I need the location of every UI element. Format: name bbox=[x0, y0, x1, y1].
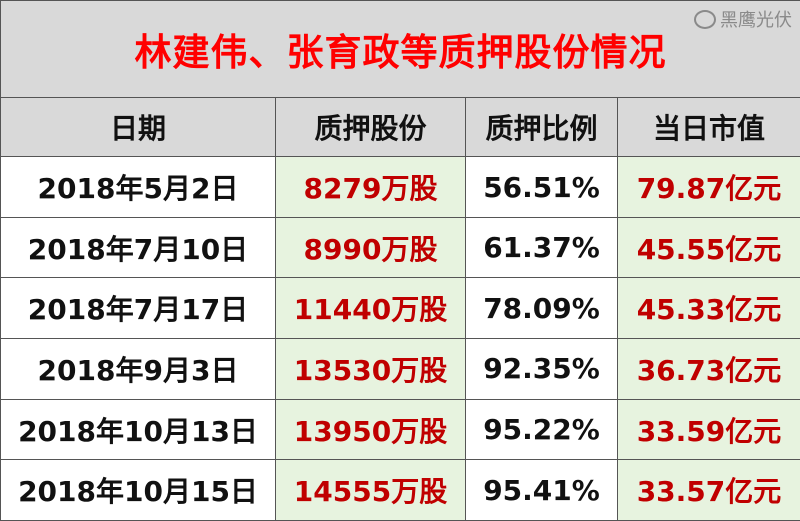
shares-cell: 13950万股 bbox=[275, 398, 466, 461]
wechat-icon bbox=[694, 9, 716, 29]
table-row: 2018年5月2日 8279万股 56.51% 79.87亿元 bbox=[0, 156, 800, 218]
value-cell: 36.73亿元 bbox=[617, 338, 800, 400]
header-value: 当日市值 bbox=[617, 96, 800, 158]
ratio-cell: 56.51% bbox=[465, 156, 618, 218]
table-title: 林建伟、张育政等质押股份情况 bbox=[0, 0, 800, 98]
header-ratio: 质押比例 bbox=[465, 96, 618, 158]
shares-cell: 13530万股 bbox=[275, 338, 466, 400]
value-cell: 45.55亿元 bbox=[617, 216, 800, 279]
table-row: 2018年7月10日 8990万股 61.37% 45.55亿元 bbox=[0, 216, 800, 279]
header-date: 日期 bbox=[0, 96, 276, 158]
watermark-text: 黑鹰光伏 bbox=[720, 10, 792, 31]
date-cell: 2018年10月13日 bbox=[0, 398, 276, 461]
ratio-cell: 61.37% bbox=[465, 216, 618, 279]
ratio-cell: 78.09% bbox=[465, 277, 618, 340]
table-row: 2018年10月13日 13950万股 95.22% 33.59亿元 bbox=[0, 398, 800, 461]
value-cell: 33.59亿元 bbox=[617, 398, 800, 461]
date-cell: 2018年5月2日 bbox=[0, 156, 276, 218]
table-row: 2018年9月3日 13530万股 92.35% 36.73亿元 bbox=[0, 338, 800, 400]
value-cell: 79.87亿元 bbox=[617, 156, 800, 218]
shares-cell: 8279万股 bbox=[275, 156, 466, 218]
value-cell: 33.57亿元 bbox=[617, 459, 800, 521]
watermark: 黑鹰光伏 bbox=[694, 6, 792, 32]
header-row: 日期 质押股份 质押比例 当日市值 bbox=[0, 96, 800, 158]
shares-cell: 14555万股 bbox=[275, 459, 466, 521]
table-row: 2018年7月17日 11440万股 78.09% 45.33亿元 bbox=[0, 277, 800, 340]
ratio-cell: 95.22% bbox=[465, 398, 618, 461]
date-cell: 2018年7月10日 bbox=[0, 216, 276, 279]
header-shares: 质押股份 bbox=[275, 96, 466, 158]
ratio-cell: 95.41% bbox=[465, 459, 618, 521]
table-row: 2018年10月15日 14555万股 95.41% 33.57亿元 bbox=[0, 459, 800, 521]
ratio-cell: 92.35% bbox=[465, 338, 618, 400]
date-cell: 2018年9月3日 bbox=[0, 338, 276, 400]
value-cell: 45.33亿元 bbox=[617, 277, 800, 340]
shares-cell: 11440万股 bbox=[275, 277, 466, 340]
shares-cell: 8990万股 bbox=[275, 216, 466, 279]
date-cell: 2018年7月17日 bbox=[0, 277, 276, 340]
date-cell: 2018年10月15日 bbox=[0, 459, 276, 521]
